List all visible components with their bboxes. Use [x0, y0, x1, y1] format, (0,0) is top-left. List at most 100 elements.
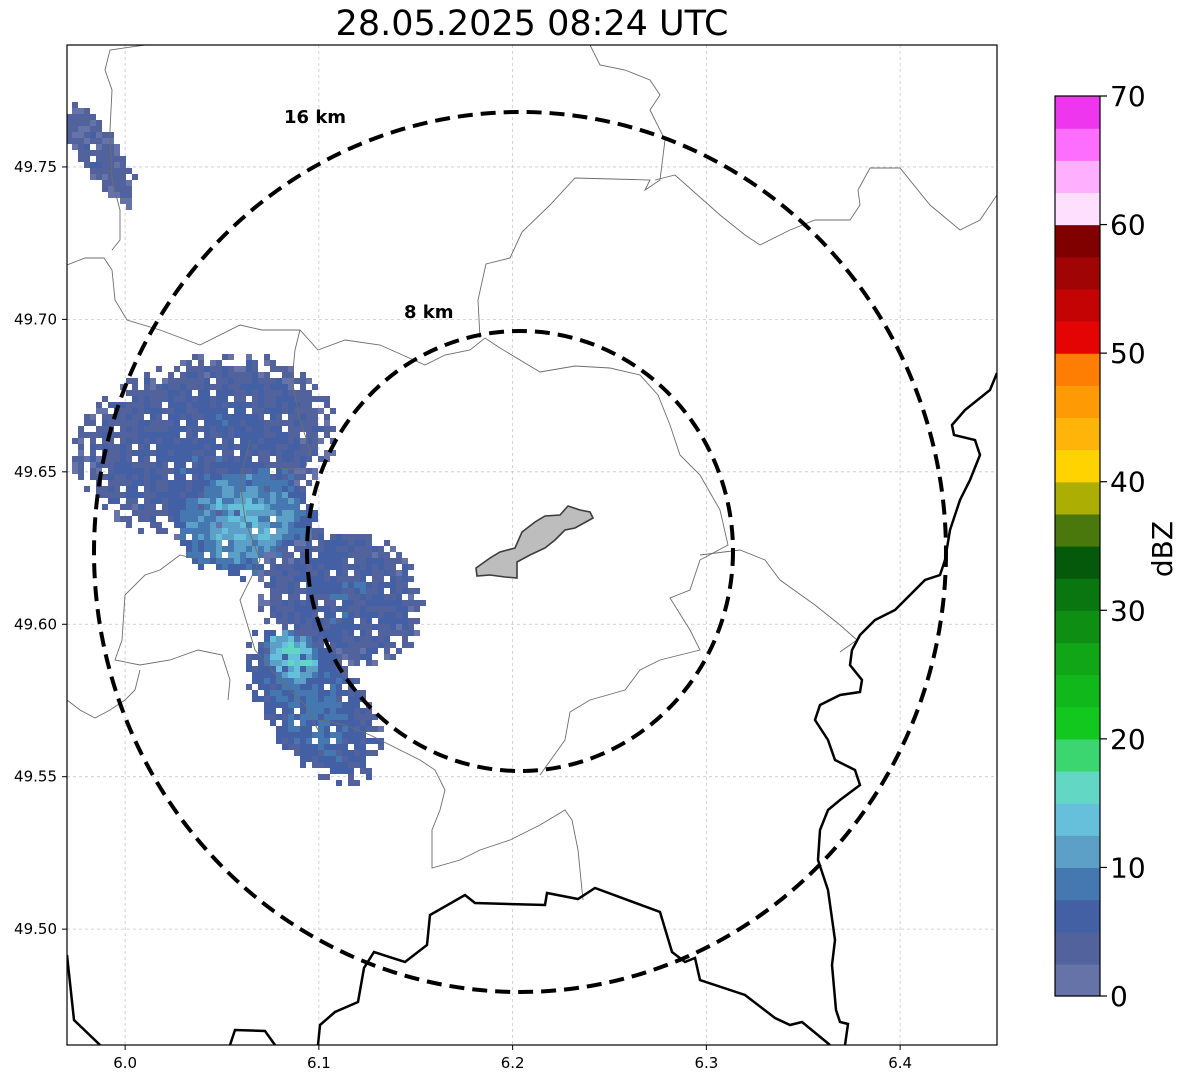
reflectivity-pixel [270, 474, 276, 480]
reflectivity-pixel [306, 390, 312, 396]
reflectivity-pixel [396, 570, 402, 576]
reflectivity-pixel [228, 420, 234, 426]
colorbar-segment [1055, 128, 1100, 161]
reflectivity-pixel [402, 606, 408, 612]
reflectivity-pixel [360, 756, 366, 762]
reflectivity-pixel [300, 762, 306, 768]
reflectivity-pixel [252, 474, 258, 480]
reflectivity-pixel [288, 426, 294, 432]
reflectivity-pixel [288, 438, 294, 444]
reflectivity-pixel [282, 654, 288, 660]
reflectivity-pixel [390, 654, 396, 660]
reflectivity-pixel [150, 510, 156, 516]
reflectivity-pixel [186, 510, 192, 516]
reflectivity-pixel [276, 546, 282, 552]
reflectivity-pixel [258, 378, 264, 384]
reflectivity-pixel [150, 420, 156, 426]
reflectivity-pixel [210, 522, 216, 528]
reflectivity-pixel [246, 558, 252, 564]
reflectivity-pixel [174, 492, 180, 498]
reflectivity-pixel [138, 504, 144, 510]
reflectivity-pixel [204, 432, 210, 438]
reflectivity-pixel [372, 558, 378, 564]
reflectivity-pixel [210, 534, 216, 540]
reflectivity-pixel [294, 636, 300, 642]
map-frame [66, 44, 998, 1046]
reflectivity-pixel [150, 378, 156, 384]
reflectivity-pixel [336, 738, 342, 744]
map-panel[interactable]: 8 km 16 km 6.0 6.1 6.2 6.3 6.4 49.5049.5549.… [14, 44, 998, 1072]
reflectivity-pixel [294, 540, 300, 546]
reflectivity-pixel [186, 528, 192, 534]
reflectivity-pixel [192, 504, 198, 510]
reflectivity-pixel [288, 504, 294, 510]
reflectivity-pixel [252, 516, 258, 522]
reflectivity-pixel [114, 144, 120, 150]
reflectivity-pixel [300, 750, 306, 756]
reflectivity-pixel [276, 732, 282, 738]
reflectivity-pixel [240, 576, 246, 582]
reflectivity-pixel [264, 444, 270, 450]
reflectivity-pixel [192, 528, 198, 534]
reflectivity-pixel [348, 546, 354, 552]
reflectivity-pixel [156, 408, 162, 414]
reflectivity-pixel [360, 534, 366, 540]
reflectivity-pixel [294, 702, 300, 708]
reflectivity-pixel [78, 438, 84, 444]
reflectivity-pixel [336, 648, 342, 654]
reflectivity-pixel [408, 600, 414, 606]
reflectivity-pixel [78, 450, 84, 456]
reflectivity-pixel [348, 702, 354, 708]
reflectivity-pixel [282, 690, 288, 696]
reflectivity-pixel [336, 630, 342, 636]
reflectivity-pixel [342, 648, 348, 654]
reflectivity-pixel [234, 534, 240, 540]
reflectivity-pixel [270, 540, 276, 546]
reflectivity-pixel [150, 408, 156, 414]
reflectivity-pixel [318, 666, 324, 672]
reflectivity-pixel [198, 534, 204, 540]
reflectivity-pixel [204, 408, 210, 414]
reflectivity-pixel [108, 468, 114, 474]
reflectivity-pixel [252, 396, 258, 402]
reflectivity-pixel [342, 624, 348, 630]
colorbar-segment [1055, 481, 1100, 515]
reflectivity-pixel [390, 546, 396, 552]
reflectivity-pixel [300, 624, 306, 630]
reflectivity-pixel [120, 414, 126, 420]
reflectivity-pixel [156, 426, 162, 432]
reflectivity-pixel [270, 654, 276, 660]
reflectivity-pixel [324, 432, 330, 438]
reflectivity-pixel [252, 690, 258, 696]
reflectivity-pixel [270, 504, 276, 510]
reflectivity-pixel [222, 444, 228, 450]
reflectivity-pixel [318, 738, 324, 744]
reflectivity-pixel [318, 726, 324, 732]
reflectivity-pixel [378, 726, 384, 732]
reflectivity-pixel [288, 672, 294, 678]
reflectivity-pixel [300, 486, 306, 492]
reflectivity-pixel [150, 426, 156, 432]
reflectivity-pixel [270, 462, 276, 468]
reflectivity-pixel [252, 450, 258, 456]
radar-site-area[interactable] [475, 505, 595, 579]
reflectivity-pixel [294, 630, 300, 636]
reflectivity-pixel [282, 684, 288, 690]
reflectivity-pixel [348, 624, 354, 630]
reflectivity-pixel [324, 732, 330, 738]
reflectivity-pixel [126, 390, 132, 396]
reflectivity-pixel [324, 630, 330, 636]
reflectivity-pixel [204, 480, 210, 486]
reflectivity-pixel [120, 462, 126, 468]
reflectivity-pixel [324, 456, 330, 462]
reflectivity-pixel [324, 666, 330, 672]
reflectivity-pixel [96, 486, 102, 492]
reflectivity-pixel [366, 642, 372, 648]
reflectivity-pixel [342, 666, 348, 672]
reflectivity-pixel [252, 426, 258, 432]
reflectivity-pixel [78, 138, 84, 144]
reflectivity-pixel [300, 726, 306, 732]
reflectivity-pixel [168, 480, 174, 486]
reflectivity-pixel [306, 714, 312, 720]
